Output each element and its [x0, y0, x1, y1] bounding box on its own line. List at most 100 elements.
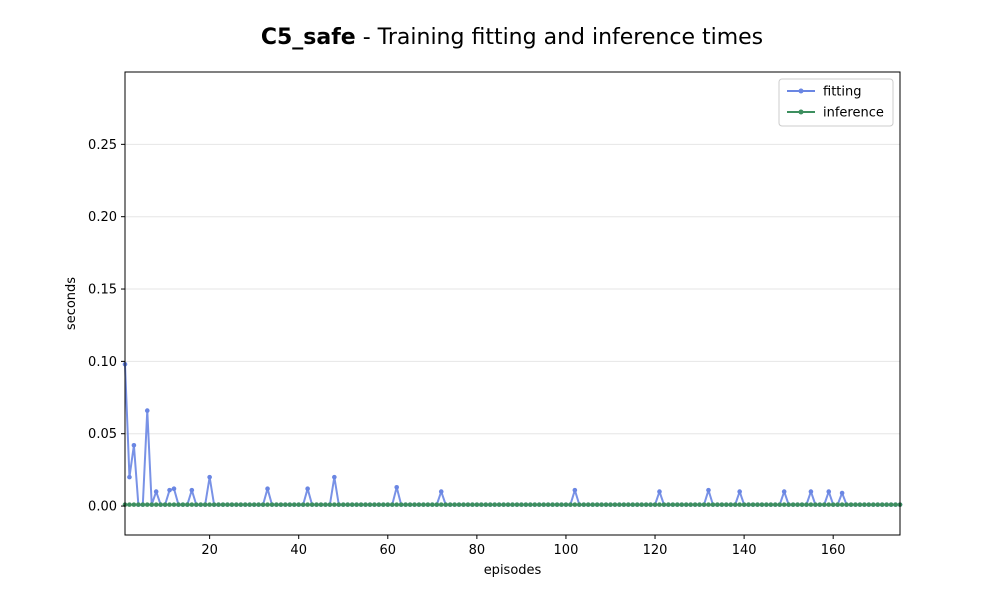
data-point-fitting: [144, 408, 150, 413]
data-point-inference: [505, 502, 511, 507]
data-point-inference: [461, 502, 466, 507]
data-point-inference: [300, 502, 306, 507]
data-point-inference: [434, 502, 440, 507]
data-point-inference: [532, 502, 538, 507]
data-point-inference: [536, 502, 542, 507]
data-point-inference: [340, 502, 346, 507]
data-point-inference: [238, 502, 244, 507]
data-point-inference: [870, 502, 876, 507]
data-point-inference: [234, 502, 239, 507]
data-point-inference: [599, 502, 604, 507]
series-inference: [122, 502, 903, 507]
data-point-inference: [639, 502, 644, 507]
data-point-inference: [670, 502, 676, 507]
data-point-inference: [318, 502, 324, 507]
data-point-inference: [394, 502, 399, 507]
data-point-inference: [630, 502, 636, 507]
data-point-inference: [652, 502, 658, 507]
data-point-inference: [674, 502, 680, 507]
data-point-inference: [777, 502, 783, 507]
data-point-inference: [759, 502, 765, 507]
data-point-inference: [443, 502, 448, 507]
x-tick-label: 40: [290, 543, 307, 558]
chart-title-rest: - Training fitting and inference times: [356, 25, 763, 50]
data-point-inference: [136, 502, 141, 507]
data-point-inference: [755, 502, 760, 507]
data-point-inference: [514, 502, 520, 507]
data-point-inference: [519, 502, 524, 507]
data-point-inference: [185, 502, 190, 507]
data-point-inference: [572, 502, 578, 507]
series-fitting: [122, 361, 903, 507]
data-point-inference: [167, 502, 172, 507]
data-point-inference: [291, 502, 297, 507]
data-point-inference: [683, 502, 689, 507]
data-point-inference: [314, 502, 319, 507]
data-point-fitting: [572, 487, 578, 493]
data-point-inference: [278, 502, 284, 507]
x-axis-label: episodes: [484, 563, 542, 578]
data-point-inference: [492, 502, 497, 507]
data-point-inference: [220, 502, 226, 507]
data-point-inference: [817, 502, 823, 507]
data-point-inference: [483, 502, 489, 507]
data-point-fitting: [207, 474, 212, 480]
data-point-inference: [153, 502, 159, 507]
data-point-inference: [202, 502, 208, 507]
data-point-inference: [260, 502, 266, 507]
data-point-fitting: [265, 486, 270, 492]
data-point-inference: [363, 502, 368, 507]
data-point-inference: [349, 502, 355, 507]
data-point-fitting: [332, 474, 337, 480]
data-point-inference: [826, 502, 832, 507]
series-layer: [122, 361, 903, 507]
data-point-inference: [875, 502, 881, 507]
data-point-fitting: [438, 489, 444, 494]
data-point-fitting: [131, 442, 137, 448]
y-tick-label: 0.20: [88, 210, 117, 225]
data-point-inference: [719, 502, 725, 507]
data-point-inference: [287, 502, 293, 507]
data-point-inference: [893, 502, 898, 507]
data-point-inference: [692, 502, 698, 507]
data-point-fitting: [826, 489, 832, 494]
data-point-inference: [474, 502, 480, 507]
data-point-inference: [323, 502, 328, 507]
data-point-inference: [247, 502, 253, 507]
data-point-inference: [510, 502, 515, 507]
data-point-inference: [381, 502, 386, 507]
data-point-inference: [795, 502, 800, 507]
data-point-inference: [207, 502, 212, 507]
data-point-inference: [149, 502, 155, 507]
data-point-inference: [706, 502, 711, 507]
data-point-inference: [144, 502, 150, 507]
data-point-fitting: [737, 489, 742, 494]
data-point-inference: [158, 502, 163, 507]
y-tick-label: 0.10: [88, 355, 117, 370]
data-point-inference: [728, 502, 734, 507]
data-point-inference: [701, 502, 707, 507]
data-point-inference: [229, 502, 235, 507]
series-line-fitting: [124, 364, 900, 506]
data-point-inference: [581, 502, 587, 507]
data-point-inference: [541, 502, 546, 507]
data-point-inference: [768, 502, 774, 507]
data-point-inference: [750, 502, 756, 507]
data-point-inference: [710, 502, 716, 507]
data-point-inference: [140, 502, 146, 507]
data-point-inference: [808, 502, 814, 507]
data-point-inference: [438, 502, 444, 507]
data-point-inference: [804, 502, 809, 507]
data-point-inference: [634, 502, 640, 507]
data-point-inference: [211, 502, 217, 507]
legend-label-fitting: fitting: [823, 85, 862, 100]
data-point-inference: [309, 502, 315, 507]
data-point-inference: [621, 502, 627, 507]
data-point-inference: [585, 502, 591, 507]
legend-label-inference: inference: [823, 106, 884, 121]
data-point-inference: [857, 502, 863, 507]
data-point-fitting: [127, 474, 132, 480]
data-point-inference: [839, 502, 845, 507]
data-point-inference: [251, 502, 257, 507]
